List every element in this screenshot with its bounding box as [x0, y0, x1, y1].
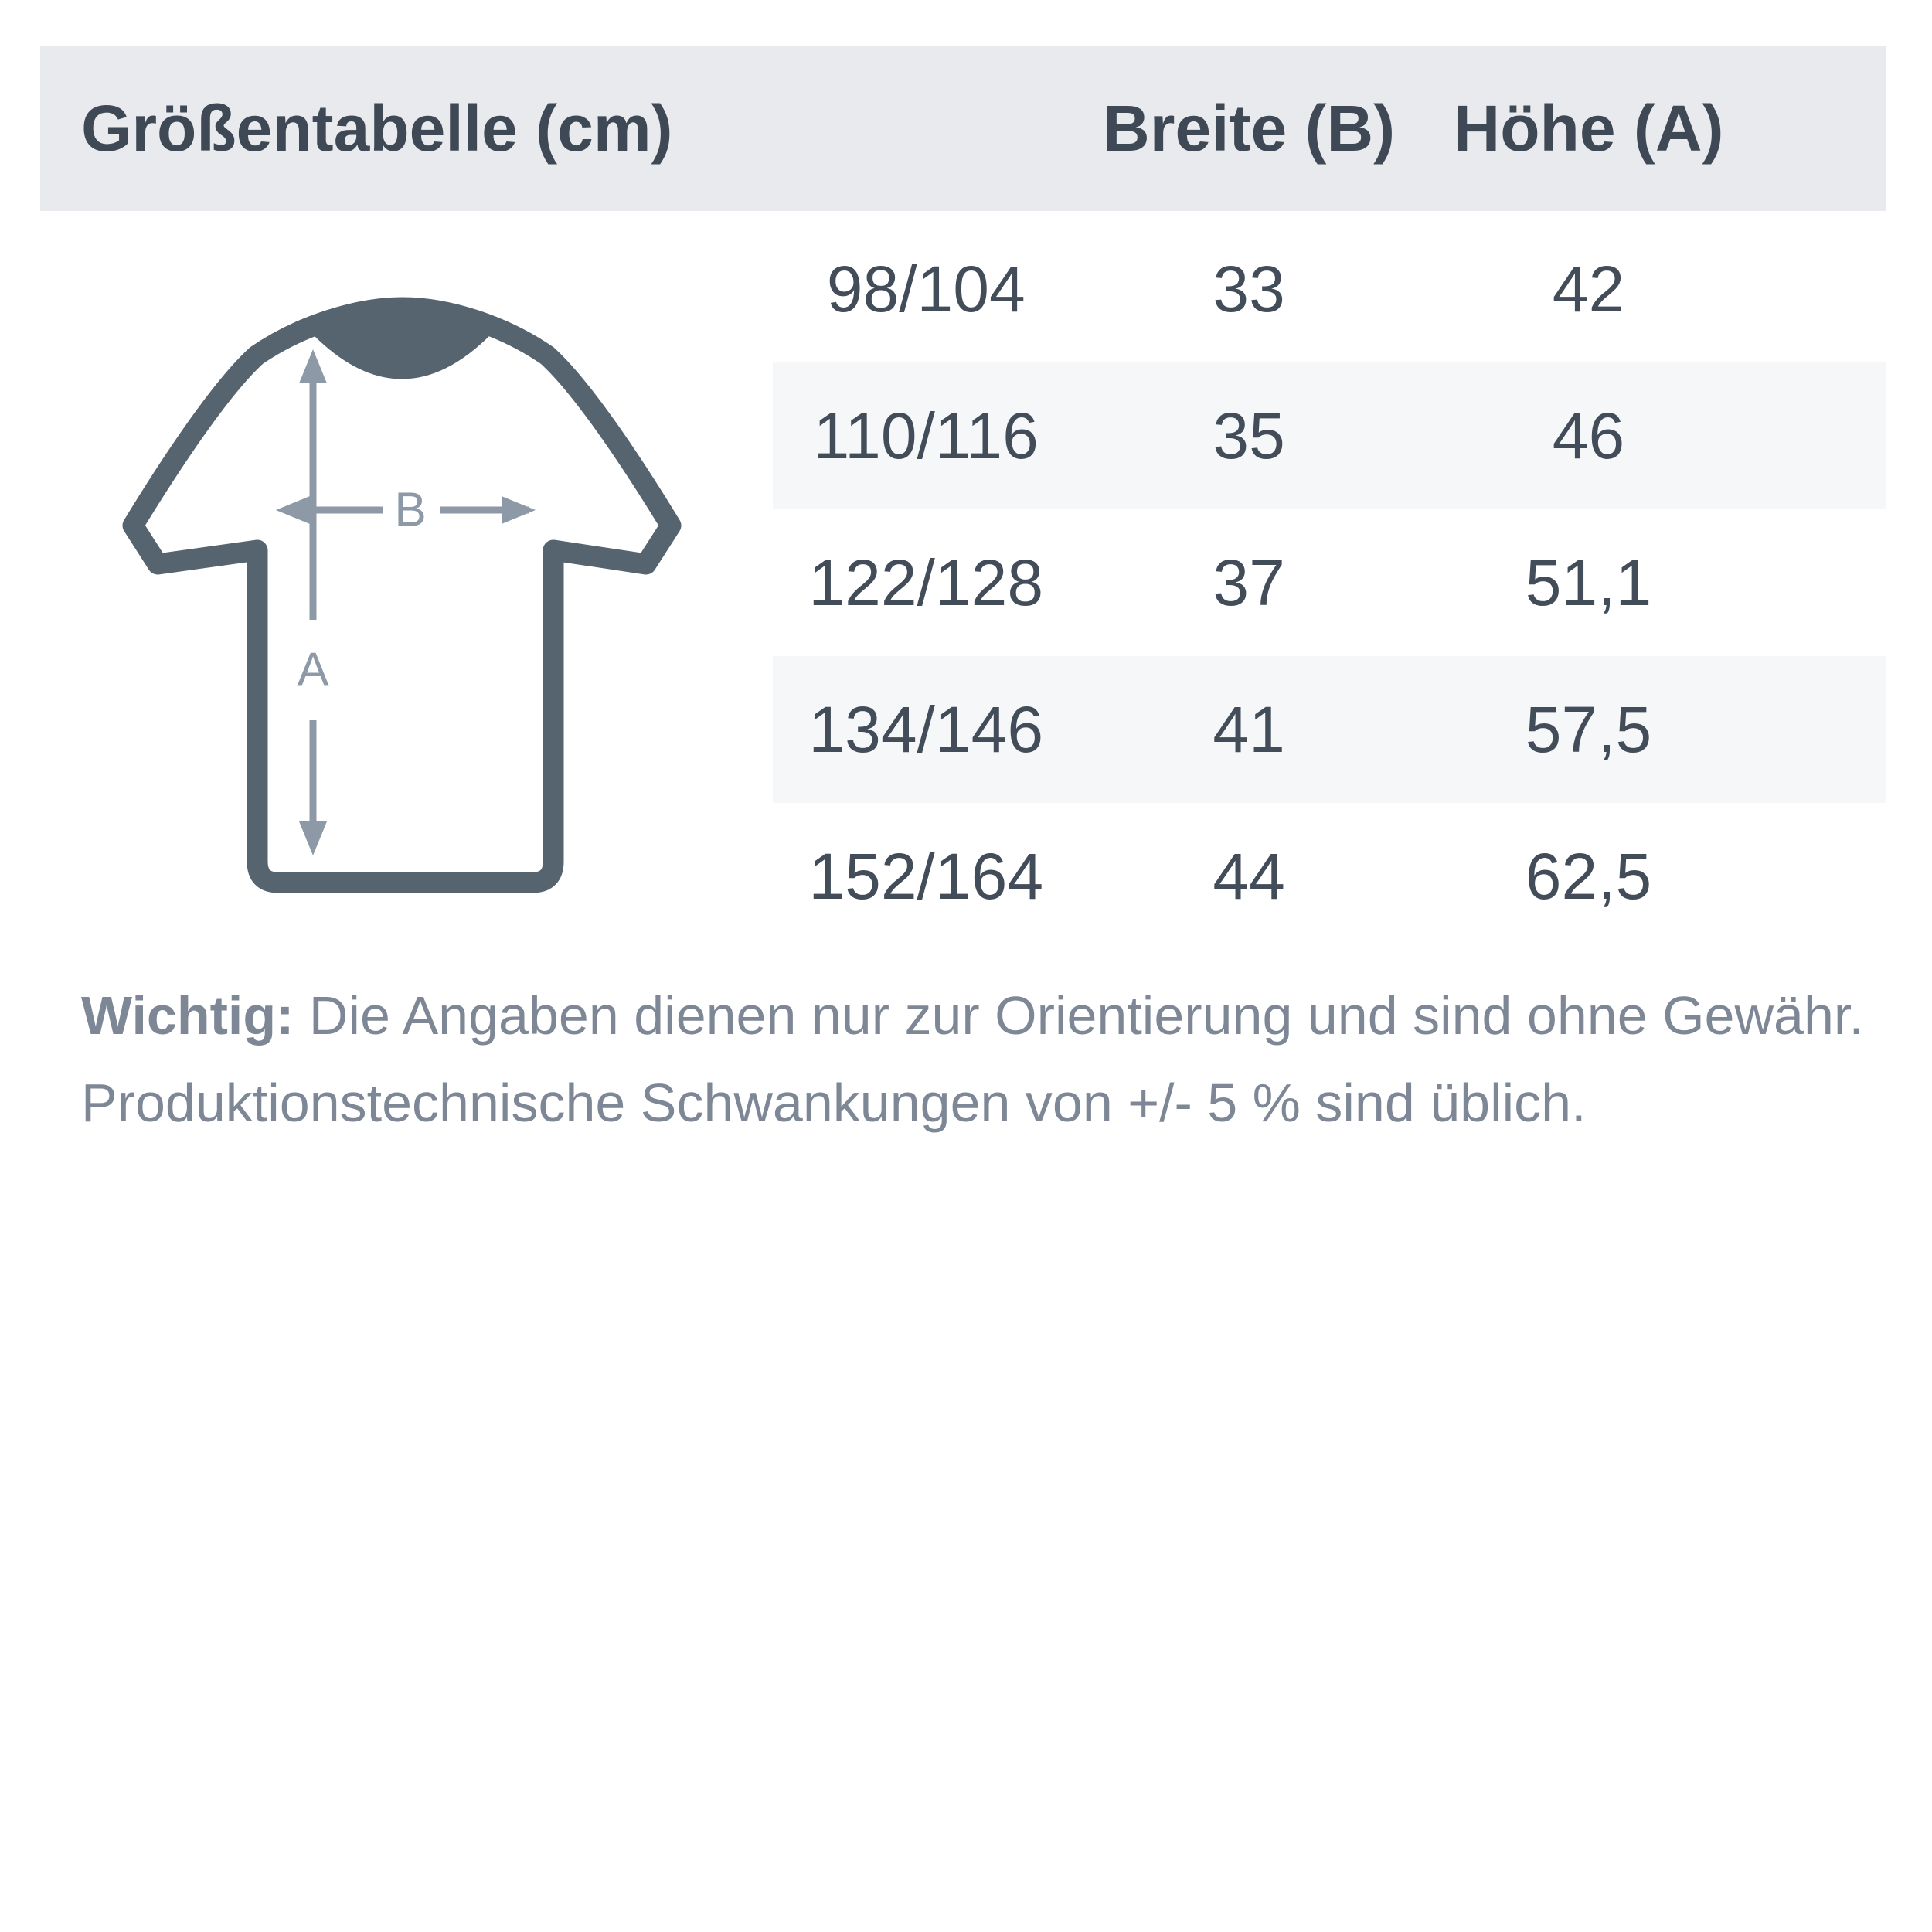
size-chart-title: Größentabelle (cm): [81, 92, 673, 165]
row-end-spacer: [1758, 362, 1886, 509]
row-end-spacer: [1758, 216, 1886, 362]
footer-note: Wichtig: Die Angaben dienen nur zur Orie…: [81, 972, 1864, 1147]
size-table-row: 152/164 44 62,5: [40, 803, 1886, 950]
size-cell: 110/116: [773, 362, 1080, 509]
tshirt-measurement-diagram: A B: [62, 270, 742, 966]
size-table-row: 98/104 33 42: [40, 216, 1886, 362]
column-header-breite: Breite (B): [1103, 92, 1396, 165]
hoehe-cell: 62,5: [1525, 839, 1652, 913]
size-cell: 152/164: [808, 839, 1044, 913]
size-chart-header: Größentabelle (cm) Breite (B) Höhe (A): [40, 46, 1886, 211]
width-arrow: [276, 496, 536, 524]
size-chart: Größentabelle (cm) Breite (B) Höhe (A) 9…: [40, 46, 1886, 950]
height-label: A: [297, 644, 329, 697]
breite-cell: 41: [1079, 656, 1419, 803]
hoehe-cell: 51,1: [1525, 546, 1652, 619]
breite-cell: 44: [1213, 839, 1285, 913]
size-cell: 98/104: [826, 252, 1026, 325]
collar-icon: [314, 310, 492, 379]
size-cell: 122/128: [808, 546, 1044, 619]
size-table-body: 98/104 33 42 110/116 35 46 122/128 37 51…: [40, 216, 1886, 950]
breite-cell: 35: [1079, 362, 1419, 509]
breite-cell: 33: [1213, 252, 1285, 325]
size-table-row: 122/128 37 51,1: [40, 509, 1886, 656]
footer-important-label: Wichtig:: [81, 985, 294, 1046]
column-header-hoehe: Höhe (A): [1453, 92, 1724, 165]
footer-text-1: Die Angaben dienen nur zur Orientierung …: [308, 985, 1864, 1046]
size-cell: 134/146: [773, 656, 1080, 803]
row-end-spacer: [1758, 656, 1886, 803]
hoehe-cell: 46: [1418, 362, 1759, 509]
tshirt-outline: [122, 297, 682, 893]
size-table-row: 134/146 41 57,5: [40, 656, 1886, 803]
breite-cell: 37: [1213, 546, 1285, 619]
tshirt-icon: A B: [122, 297, 682, 893]
height-arrow: [299, 349, 327, 855]
footer-line-2: Produktionstechnische Schwankungen von +…: [81, 1060, 1864, 1147]
hoehe-cell: 57,5: [1418, 656, 1759, 803]
hoehe-cell: 42: [1552, 252, 1625, 325]
footer-text-2: Produktionstechnische Schwankungen von +…: [81, 1073, 1587, 1133]
row-end-spacer: [1758, 509, 1886, 656]
row-end-spacer: [1758, 803, 1886, 950]
footer-line-1: Wichtig: Die Angaben dienen nur zur Orie…: [81, 972, 1864, 1060]
size-table-row: 110/116 35 46: [40, 362, 1886, 509]
width-label: B: [394, 484, 426, 537]
